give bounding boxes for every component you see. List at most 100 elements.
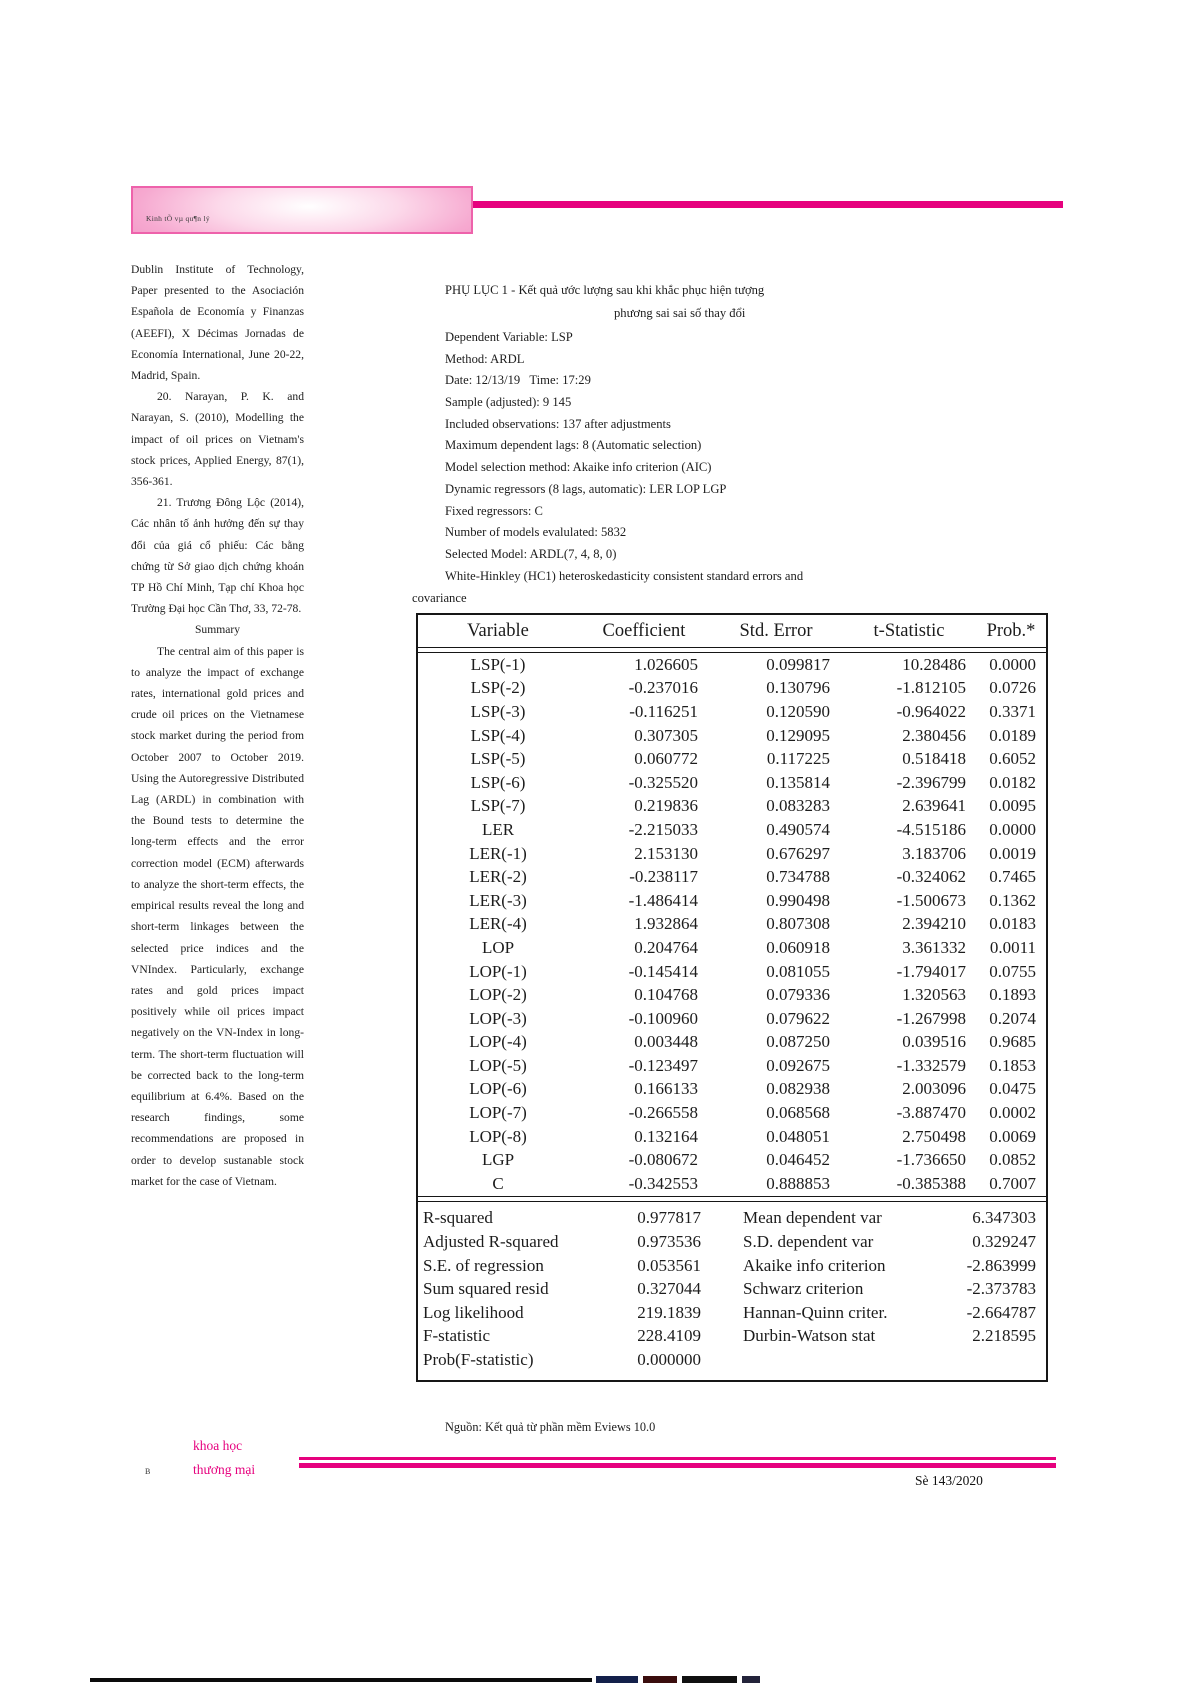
cell-coefficient: 1.026605 [634, 654, 698, 674]
stats-row: R-squared 0.977817 Mean dependent var 6.… [418, 1207, 1046, 1231]
table-row: LOP(-6) 0.166133 0.082938 2.003096 0.047… [418, 1078, 1046, 1102]
reference-item: 20. Narayan, P. K. and Narayan, S. (2010… [131, 390, 304, 489]
cell-std-error: 0.092675 [766, 1055, 830, 1075]
stat-label-right: Hannan-Quinn criter. [743, 1302, 888, 1322]
metadata-line: Fixed regressors: C [445, 503, 543, 518]
summary-heading: Summary [194, 623, 241, 637]
stat-value-left: 228.4109 [637, 1326, 701, 1346]
table-header-row: Variable Coefficient Std. Error t-Statis… [418, 615, 1046, 647]
cell-variable: LER [481, 819, 515, 839]
journal-logo-text: Kinh tÕ vµ qu¶n lý [146, 214, 210, 223]
cell-prob: 0.0000 [989, 819, 1036, 839]
cell-prob: 0.0019 [989, 843, 1036, 863]
cell-std-error: 0.079622 [766, 1008, 830, 1028]
stat-label-left: Adjusted R-squared [423, 1232, 559, 1252]
cell-coefficient: 0.060772 [634, 749, 698, 769]
cell-variable: LSP(-5) [470, 749, 526, 769]
table-row: LOP(-3) -0.100960 0.079622 -1.267998 0.2… [418, 1007, 1046, 1031]
cell-variable: LOP(-4) [469, 1032, 527, 1052]
print-artifact [596, 1676, 638, 1683]
cell-std-error: 0.099817 [766, 654, 830, 674]
metadata-line: Sample (adjusted): 9 145 [445, 395, 572, 410]
cell-prob: 0.0475 [989, 1079, 1036, 1099]
cell-variable: LER(-2) [469, 867, 527, 887]
table-row: LER(-1) 2.153130 0.676297 3.183706 0.001… [418, 842, 1046, 866]
stats-double-rule [418, 1195, 1046, 1202]
cell-coefficient: 1.932864 [634, 914, 698, 934]
journal-logo-box: Kinh tÕ vµ qu¶n lý [131, 186, 473, 234]
print-artifact-marks [596, 1675, 760, 1684]
cell-prob: 0.0726 [989, 678, 1036, 698]
print-artifact [742, 1676, 760, 1683]
cell-t-statistic: -0.324062 [896, 867, 966, 887]
estimation-metadata: Dependent Variable: LSP Method: ARDL Dat… [445, 330, 803, 590]
cell-std-error: 0.120590 [766, 701, 830, 721]
cell-t-statistic: -4.515186 [896, 819, 966, 839]
cell-std-error: 0.130796 [766, 678, 830, 698]
cell-t-statistic: -3.887470 [896, 1103, 966, 1123]
table-row: LOP(-5) -0.123497 0.092675 -1.332579 0.1… [418, 1054, 1046, 1078]
cell-variable: LSP(-2) [470, 678, 526, 698]
cell-std-error: 0.087250 [766, 1032, 830, 1052]
cell-variable: LSP(-7) [470, 796, 526, 816]
stat-value-left: 0.977817 [637, 1208, 701, 1228]
cell-t-statistic: -1.332579 [896, 1055, 966, 1075]
metadata-line: Dynamic regressors (8 lags, automatic): … [445, 481, 727, 496]
cell-std-error: 0.129095 [766, 725, 830, 745]
summary-statistics: R-squared 0.977817 Mean dependent var 6.… [418, 1202, 1046, 1380]
stat-value-right: -2.373783 [966, 1279, 1036, 1299]
table-row: LSP(-6) -0.325520 0.135814 -2.396799 0.0… [418, 771, 1046, 795]
metadata-line: Dependent Variable: LSP [445, 330, 573, 344]
footer-rule-thick [299, 1463, 1056, 1468]
cell-std-error: 0.060918 [766, 937, 830, 957]
cell-coefficient: 0.204764 [634, 937, 698, 957]
metadata-line: Number of models evalulated: 5832 [445, 525, 627, 540]
cell-coefficient: -0.116251 [629, 701, 698, 721]
cell-coefficient: -0.100960 [628, 1008, 698, 1028]
cell-prob: 0.0189 [989, 725, 1036, 745]
cell-variable: LOP(-2) [469, 985, 527, 1005]
stat-label-right: Akaike info criterion [743, 1255, 886, 1275]
cell-t-statistic: -0.964022 [896, 701, 966, 721]
cell-variable: LOP(-6) [469, 1079, 527, 1099]
cell-t-statistic: -2.396799 [896, 772, 966, 792]
cell-std-error: 0.135814 [766, 772, 830, 792]
cell-prob: 0.1853 [989, 1055, 1036, 1075]
cell-t-statistic: -1.267998 [896, 1008, 966, 1028]
cell-std-error: 0.046452 [766, 1150, 830, 1170]
cell-t-statistic: -1.736650 [896, 1150, 966, 1170]
cell-t-statistic: -0.385388 [896, 1173, 966, 1193]
cell-coefficient: -1.486414 [628, 890, 698, 910]
cell-variable: LSP(-4) [470, 725, 526, 745]
header-rule [473, 201, 1063, 208]
cell-std-error: 0.068568 [766, 1103, 830, 1123]
cell-coefficient: -0.237016 [628, 678, 698, 698]
table-row: LER(-3) -1.486414 0.990498 -1.500673 0.1… [418, 889, 1046, 913]
stat-value-right: 0.329247 [972, 1232, 1036, 1252]
table-row: LER(-4) 1.932864 0.807308 2.394210 0.018… [418, 913, 1046, 937]
stat-value-left: 0.053561 [637, 1255, 701, 1275]
cell-std-error: 0.117225 [766, 749, 830, 769]
cell-prob: 0.0011 [989, 937, 1036, 957]
cell-std-error: 0.083283 [766, 796, 830, 816]
stats-row: Log likelihood 219.1839 Hannan-Quinn cri… [418, 1301, 1046, 1325]
cell-variable: LSP(-6) [470, 772, 526, 792]
stat-value-right: 6.347303 [972, 1208, 1036, 1228]
cell-coefficient: -0.266558 [628, 1103, 698, 1123]
stat-label-left: Sum squared resid [423, 1279, 549, 1299]
stat-value-left: 0.000000 [637, 1350, 701, 1370]
cell-std-error: 0.079336 [766, 985, 830, 1005]
table-row: LOP(-8) 0.132164 0.048051 2.750498 0.006… [418, 1125, 1046, 1149]
stats-row: Prob(F-statistic) 0.000000 [418, 1348, 1046, 1372]
stat-label-left: Log likelihood [423, 1302, 524, 1322]
cell-variable: LGP [481, 1150, 515, 1170]
cell-t-statistic: 0.039516 [902, 1032, 966, 1052]
table-row: LER(-2) -0.238117 0.734788 -0.324062 0.7… [418, 865, 1046, 889]
cell-variable: LER(-3) [469, 890, 527, 910]
cell-t-statistic: 2.003096 [902, 1079, 966, 1099]
stat-value-right: 2.218595 [972, 1326, 1036, 1346]
table-row: LOP 0.204764 0.060918 3.361332 0.0011 [418, 936, 1046, 960]
reference-continuation: Dublin Institute of Technology, Paper pr… [131, 263, 304, 383]
cell-coefficient: -0.325520 [628, 772, 698, 792]
